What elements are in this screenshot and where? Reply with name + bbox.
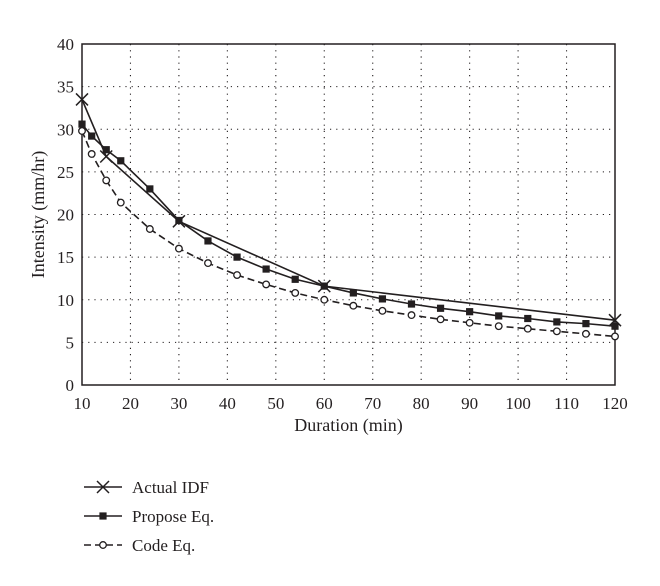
legend-label: Actual IDF [132,478,209,497]
data-point-code-eq [523,324,532,333]
legend-label: Code Eq. [132,536,195,555]
x-tick-label: 20 [122,394,139,413]
data-point-code-eq [581,329,590,338]
data-point-propose-eq [78,120,86,128]
series-line-code-eq [81,130,616,338]
data-point-propose-eq [146,185,154,193]
data-point-propose-eq [102,146,110,154]
x-tick-label: 70 [364,394,381,413]
y-tick-label: 40 [57,35,74,54]
y-axis-title: Intensity (mm/hr) [28,151,49,278]
y-tick-label: 35 [57,78,74,97]
legend-marker [99,512,107,520]
y-tick-label: 15 [57,248,74,267]
data-point-code-eq [494,322,503,331]
series [75,92,622,341]
legend: Actual IDF Propose Eq. Code Eq. [84,478,214,555]
legend-item-actual-idf: Actual IDF [84,478,209,497]
legend-label: Propose Eq. [132,507,214,526]
y-tick-label: 0 [66,376,75,395]
x-axis-title: Duration (min) [294,415,402,436]
data-point-code-eq [291,288,300,297]
data-point-propose-eq [378,295,387,303]
plot-frame [81,43,616,386]
data-point-code-eq [102,176,111,185]
y-tick-label: 5 [66,333,75,352]
x-tick-label: 110 [554,394,579,413]
data-point-propose-eq [320,282,328,290]
y-tick-label: 10 [57,291,74,310]
x-tick-label: 80 [413,394,430,413]
x-tick-label: 60 [316,394,333,413]
data-point-propose-eq [407,300,416,308]
data-point-propose-eq [233,253,241,261]
data-point-propose-eq [611,322,619,330]
data-point-code-eq [378,306,387,315]
legend-item-code-eq: Code Eq. [84,536,195,555]
data-point-propose-eq [349,289,357,297]
data-point-propose-eq [291,275,299,283]
y-tick-label: 30 [57,120,74,139]
data-point-code-eq [465,318,474,327]
data-point-code-eq [233,271,242,279]
series-propose-eq [78,120,619,330]
data-point-propose-eq [204,237,212,245]
data-point-code-eq [349,301,358,310]
legend-item-propose-eq: Propose Eq. [84,507,214,526]
data-point-code-eq [552,327,561,336]
data-point-actual-idf [608,313,622,327]
legend-marker [99,541,107,549]
x-tick-label: 90 [461,394,478,413]
x-tick-label: 40 [219,394,236,413]
data-point-code-eq [407,311,416,320]
data-point-propose-eq [524,314,532,323]
axis-ticks: 10 20 30 40 50 60 70 80 90 100 110 120 0 5 10 15 20 25 30 3… [57,35,628,413]
x-tick-label: 50 [267,394,284,413]
data-point-code-eq [78,127,86,135]
x-tick-label: 30 [170,394,187,413]
data-point-propose-eq [262,265,270,273]
series-line-propose-eq [81,123,616,327]
data-point-code-eq [262,280,271,289]
data-point-propose-eq [466,308,474,316]
data-point-propose-eq [553,318,561,326]
series-line-actual-idf [81,99,616,322]
grid [82,44,615,385]
data-point-propose-eq [117,157,125,165]
data-point-code-eq [204,259,212,268]
series-code-eq [78,127,619,341]
data-point-propose-eq [436,304,445,312]
data-point-propose-eq [175,216,183,225]
y-tick-label: 25 [57,163,74,182]
data-point-code-eq [436,315,445,324]
data-point-propose-eq [495,312,503,320]
legend-marker [96,480,110,494]
data-point-actual-idf [75,92,89,106]
data-point-code-eq [611,332,619,341]
data-point-code-eq [320,295,329,304]
x-tick-label: 120 [602,394,628,413]
data-point-code-eq [145,225,154,233]
y-tick-label: 20 [57,206,74,225]
data-point-code-eq [116,198,125,207]
data-point-propose-eq [582,320,590,328]
data-point-code-eq [174,244,183,253]
data-point-propose-eq [88,132,96,140]
data-point-code-eq [87,150,96,158]
x-tick-label: 100 [505,394,531,413]
x-tick-label: 10 [74,394,91,413]
